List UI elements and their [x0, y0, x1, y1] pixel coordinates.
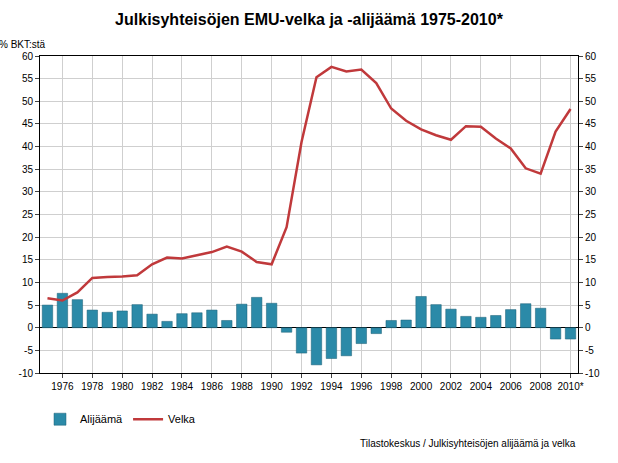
svg-text:0: 0: [585, 322, 591, 333]
svg-text:5: 5: [585, 300, 591, 311]
svg-text:20: 20: [22, 232, 34, 243]
svg-text:1980: 1980: [111, 381, 134, 392]
svg-text:10: 10: [22, 277, 34, 288]
svg-text:60: 60: [585, 51, 597, 62]
svg-text:2000: 2000: [410, 381, 433, 392]
svg-text:1996: 1996: [350, 381, 373, 392]
svg-text:-5: -5: [24, 345, 33, 356]
svg-text:1998: 1998: [380, 381, 403, 392]
svg-text:55: 55: [585, 73, 597, 84]
svg-text:15: 15: [585, 254, 597, 265]
svg-text:1976: 1976: [51, 381, 74, 392]
svg-text:2008: 2008: [530, 381, 553, 392]
svg-text:1984: 1984: [171, 381, 194, 392]
svg-text:-5: -5: [585, 345, 594, 356]
svg-text:1994: 1994: [320, 381, 343, 392]
svg-text:45: 45: [585, 118, 597, 129]
svg-text:Velka: Velka: [168, 413, 196, 425]
svg-text:45: 45: [22, 118, 34, 129]
svg-text:2004: 2004: [470, 381, 493, 392]
svg-text:1988: 1988: [231, 381, 254, 392]
svg-text:1978: 1978: [81, 381, 104, 392]
svg-text:1982: 1982: [141, 381, 164, 392]
svg-text:15: 15: [22, 254, 34, 265]
svg-text:35: 35: [22, 164, 34, 175]
svg-text:40: 40: [22, 141, 34, 152]
svg-text:2002: 2002: [440, 381, 463, 392]
svg-text:40: 40: [585, 141, 597, 152]
svg-text:10: 10: [585, 277, 597, 288]
svg-text:1992: 1992: [290, 381, 313, 392]
svg-text:25: 25: [585, 209, 597, 220]
svg-text:60: 60: [22, 51, 34, 62]
svg-text:25: 25: [22, 209, 34, 220]
svg-text:30: 30: [22, 186, 34, 197]
svg-text:2006: 2006: [500, 381, 523, 392]
svg-text:0: 0: [27, 322, 33, 333]
svg-text:Alijäämä: Alijäämä: [80, 413, 123, 425]
svg-text:-10: -10: [19, 368, 34, 379]
svg-text:20: 20: [585, 232, 597, 243]
svg-text:50: 50: [585, 96, 597, 107]
svg-text:5: 5: [27, 300, 33, 311]
svg-text:1986: 1986: [201, 381, 224, 392]
svg-text:2010*: 2010*: [557, 381, 583, 392]
svg-text:Julkisyhteisöjen EMU-velka ja: Julkisyhteisöjen EMU-velka ja -alijäämä …: [115, 11, 504, 28]
svg-text:50: 50: [22, 96, 34, 107]
svg-text:% BKT:stä: % BKT:stä: [0, 39, 46, 50]
svg-text:30: 30: [585, 186, 597, 197]
svg-text:55: 55: [22, 73, 34, 84]
svg-text:-10: -10: [585, 368, 600, 379]
svg-text:1990: 1990: [261, 381, 284, 392]
svg-text:35: 35: [585, 164, 597, 175]
svg-text:Tilastokeskus / Julkisyhteisöj: Tilastokeskus / Julkisyhteisöjen alijääm…: [360, 438, 576, 449]
